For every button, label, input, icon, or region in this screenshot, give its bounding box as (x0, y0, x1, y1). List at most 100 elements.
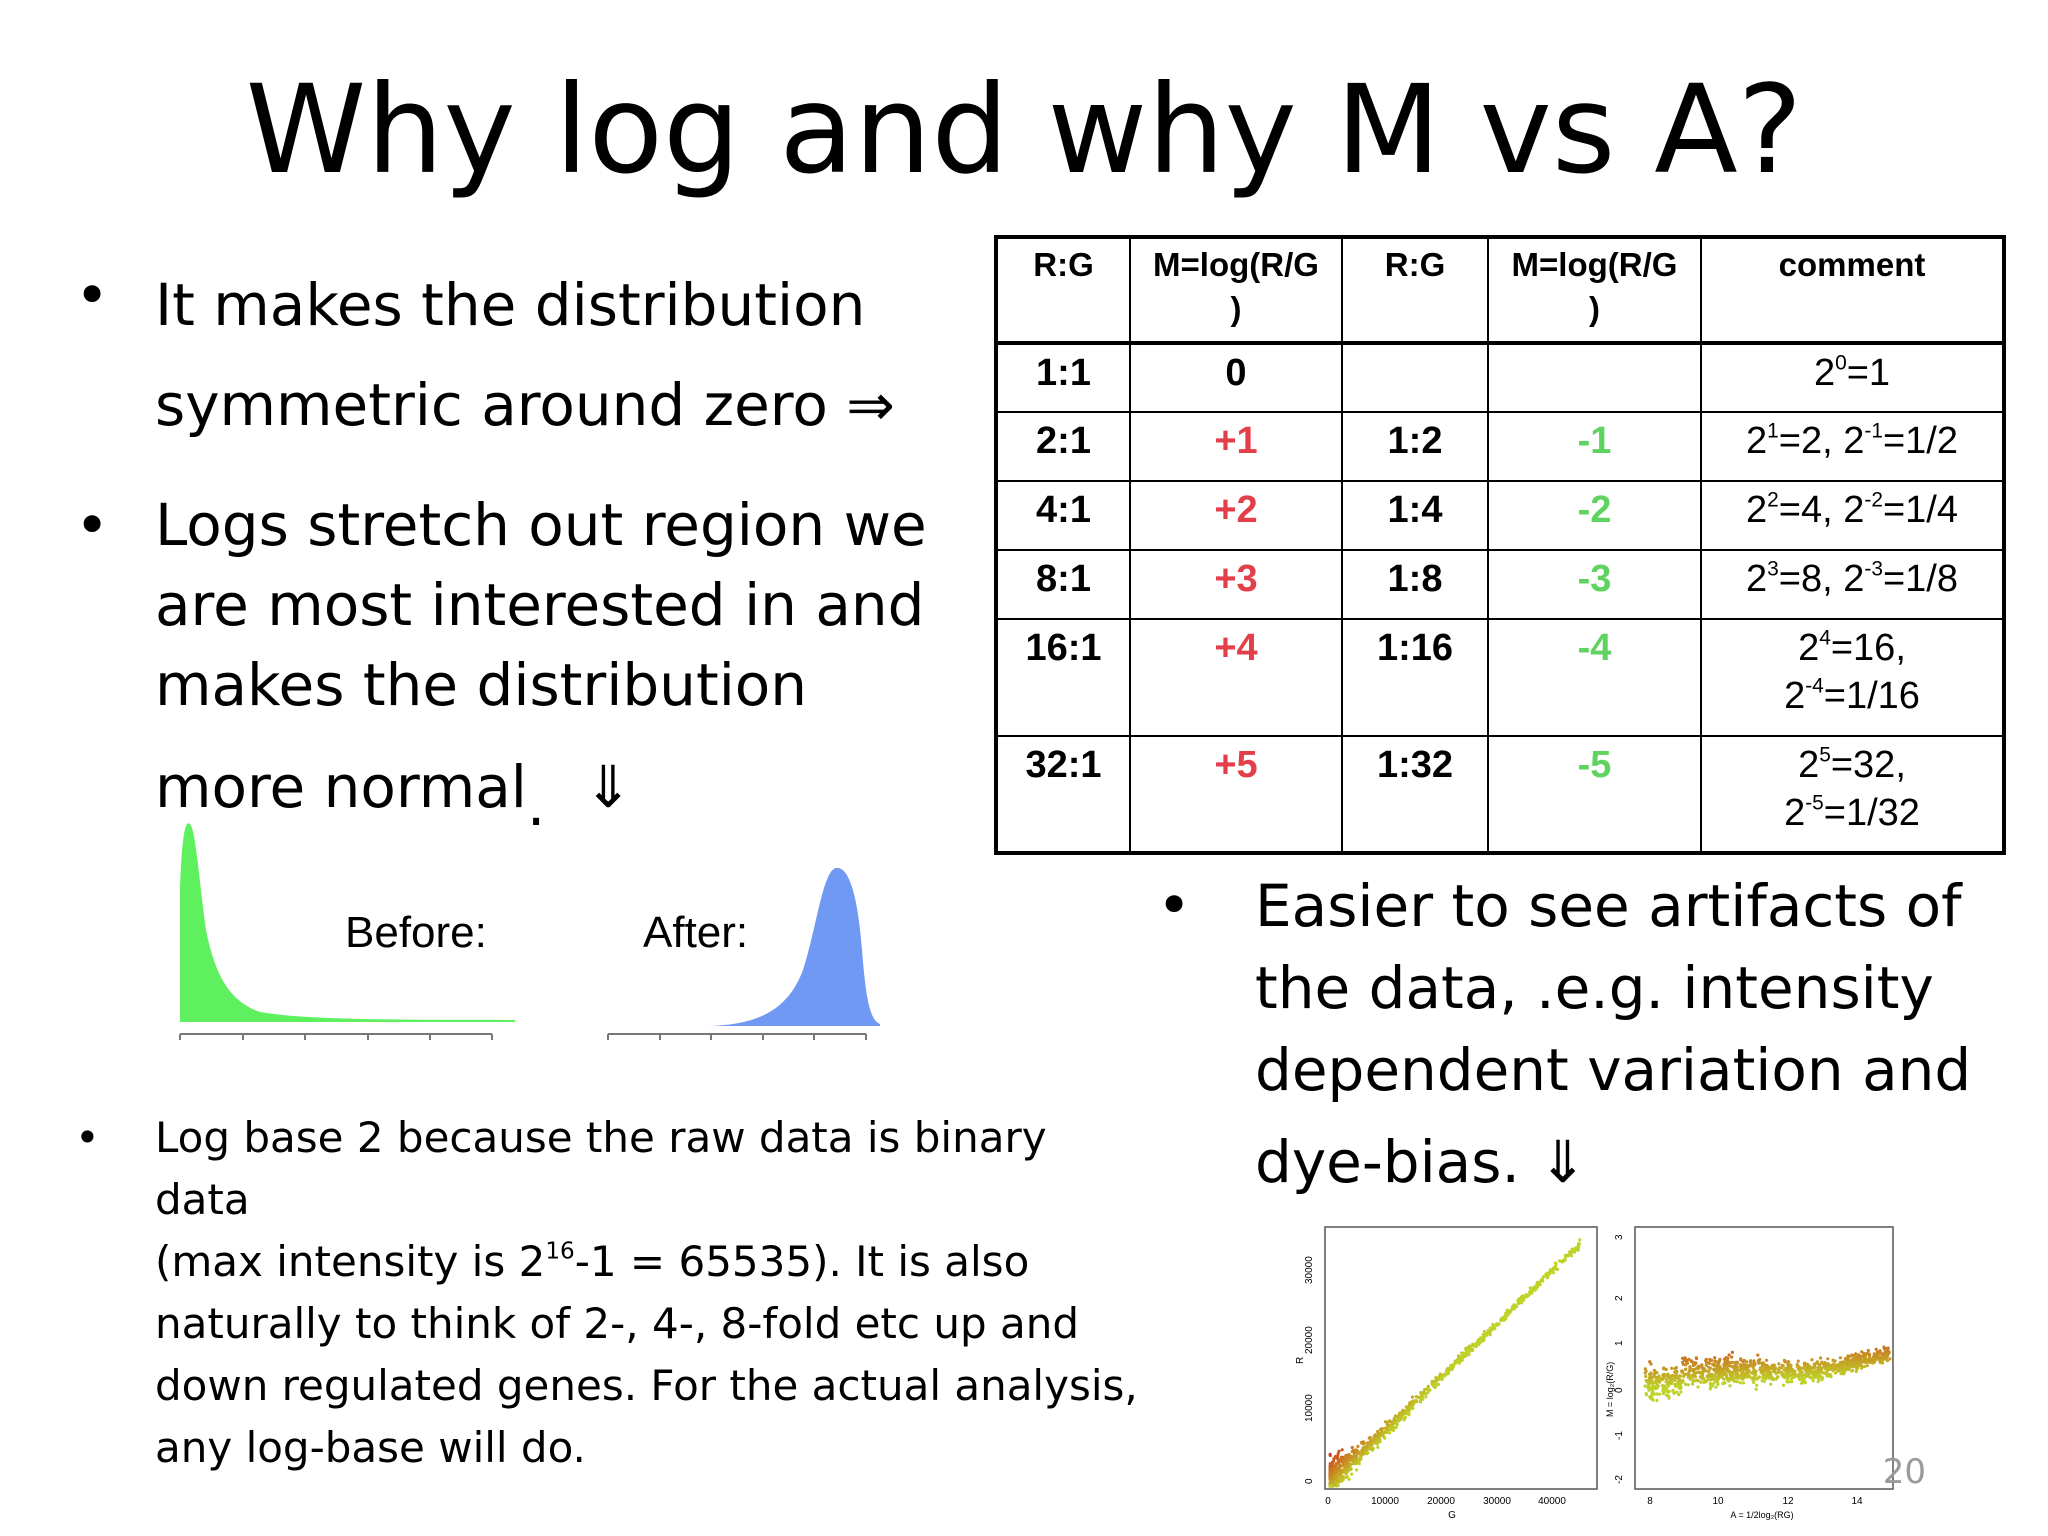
scatter-point (1670, 1380, 1674, 1384)
cell-m: +1 (1129, 411, 1343, 482)
y-tick-label: 3 (1614, 1234, 1625, 1240)
scatter-point (1655, 1392, 1659, 1396)
scatter-point (1372, 1434, 1376, 1438)
scatter-point (1337, 1449, 1341, 1453)
scatter-point (1344, 1461, 1348, 1465)
scatter-point (1691, 1379, 1695, 1383)
scatter-point (1824, 1367, 1828, 1371)
scatter-point (1423, 1387, 1427, 1392)
scatter-point (1739, 1358, 1743, 1362)
scatter-point (1738, 1381, 1742, 1385)
scatter-point (1740, 1375, 1744, 1379)
scatter-point (1411, 1406, 1415, 1411)
scatter-point (1878, 1361, 1882, 1365)
scatter-point (1757, 1361, 1761, 1365)
scatter-point (1333, 1483, 1337, 1487)
scatter-point (1754, 1387, 1758, 1391)
scatter-point (1790, 1367, 1794, 1371)
scatter-point (1364, 1444, 1368, 1449)
cell-rg-2: 1:2 (1341, 411, 1489, 482)
scatter-point (1755, 1383, 1759, 1387)
x-tick-label: 10000 (1371, 1496, 1399, 1507)
scatter-point (1675, 1390, 1679, 1394)
scatter-point (1328, 1468, 1332, 1472)
scatter-point (1645, 1380, 1650, 1384)
scatter-point (1491, 1324, 1495, 1328)
scatter-point (1701, 1369, 1706, 1374)
scatter-point (1844, 1366, 1848, 1370)
scatter-point (1764, 1366, 1768, 1370)
scatter-point (1706, 1369, 1710, 1373)
scatter-point (1664, 1367, 1668, 1372)
scatter-point (1862, 1351, 1866, 1355)
bullet-1-line-1: It makes the distribution (155, 271, 866, 339)
scatter-point (1752, 1380, 1756, 1385)
scatter-point (1684, 1367, 1688, 1371)
x-tick-label: 10 (1712, 1496, 1724, 1507)
scatter-point (1688, 1365, 1692, 1369)
scatter-point (1356, 1444, 1360, 1448)
x-tick-label: 20000 (1427, 1496, 1455, 1507)
scatter-point (1683, 1372, 1687, 1376)
scatter-point (1343, 1457, 1347, 1461)
scatter-point (1666, 1390, 1670, 1394)
scatter-point (1348, 1455, 1352, 1459)
bullet-3-line-3: dependent variation and (1255, 1036, 1972, 1104)
table-row: 4:1 +2 1:4 -2 22=4, 2-2=1/4 (995, 480, 2005, 551)
slide-title: Why log and why M vs A? (245, 59, 1803, 201)
scatter-point (1694, 1356, 1698, 1360)
scatter-point (1777, 1362, 1781, 1366)
scatter-point (1752, 1362, 1756, 1366)
y-tick-label: 20000 (1304, 1326, 1315, 1354)
scatter-point (1576, 1246, 1581, 1250)
scatter-point (1494, 1322, 1498, 1326)
cell-m-2: -3 (1487, 549, 1702, 620)
scatter-point (1807, 1372, 1811, 1376)
scatter-point (1514, 1304, 1518, 1308)
scatter-right-points (1643, 1345, 1892, 1403)
scatter-point (1461, 1352, 1465, 1356)
scatter-point (1682, 1357, 1687, 1361)
scatter-point (1535, 1281, 1539, 1285)
scatter-point (1801, 1366, 1806, 1370)
scatter-point (1574, 1246, 1578, 1250)
scatter-point (1862, 1365, 1866, 1369)
scatter-point (1332, 1464, 1336, 1468)
table-row: 2:1 +1 1:2 -1 21=2, 2-1=1/2 (995, 411, 2005, 482)
scatter-point (1765, 1358, 1769, 1362)
scatter-point (1771, 1364, 1775, 1368)
scatter-point (1391, 1420, 1396, 1424)
cell-m-2: -1 (1487, 411, 1702, 482)
scatter-point (1844, 1357, 1848, 1361)
scatter-point (1710, 1372, 1714, 1376)
scatter-point (1336, 1454, 1340, 1458)
scatter-point (1882, 1345, 1886, 1349)
scatter-point (1809, 1376, 1813, 1380)
scatter-point (1403, 1415, 1407, 1420)
scatter-point (1708, 1387, 1712, 1391)
scatter-point (1553, 1265, 1557, 1269)
right-double-arrow-icon: ⇒ (846, 371, 895, 439)
scatter-point (1662, 1366, 1666, 1370)
scatter-point (1744, 1360, 1749, 1364)
scatter-point (1817, 1378, 1821, 1382)
scatter-point (1661, 1373, 1665, 1377)
scatter-point (1796, 1367, 1801, 1371)
scatter-point (1718, 1369, 1722, 1373)
scatter-point (1749, 1371, 1753, 1375)
scatter-point (1715, 1369, 1719, 1373)
scatter-point (1886, 1346, 1890, 1350)
header-rg-2: R:G (1341, 236, 1489, 345)
scatter-point (1369, 1439, 1373, 1443)
scatter-point (1724, 1365, 1728, 1369)
scatter-point (1846, 1354, 1850, 1358)
scatter-point (1383, 1436, 1387, 1440)
scatter-point (1654, 1385, 1658, 1389)
scatter-point (1649, 1371, 1653, 1375)
scatter-point (1797, 1377, 1801, 1381)
cell-m: +5 (1129, 735, 1343, 854)
scatter-point (1419, 1398, 1423, 1402)
scatter-point (1390, 1425, 1394, 1430)
scatter-point (1855, 1360, 1859, 1365)
scatter-point (1541, 1278, 1545, 1282)
